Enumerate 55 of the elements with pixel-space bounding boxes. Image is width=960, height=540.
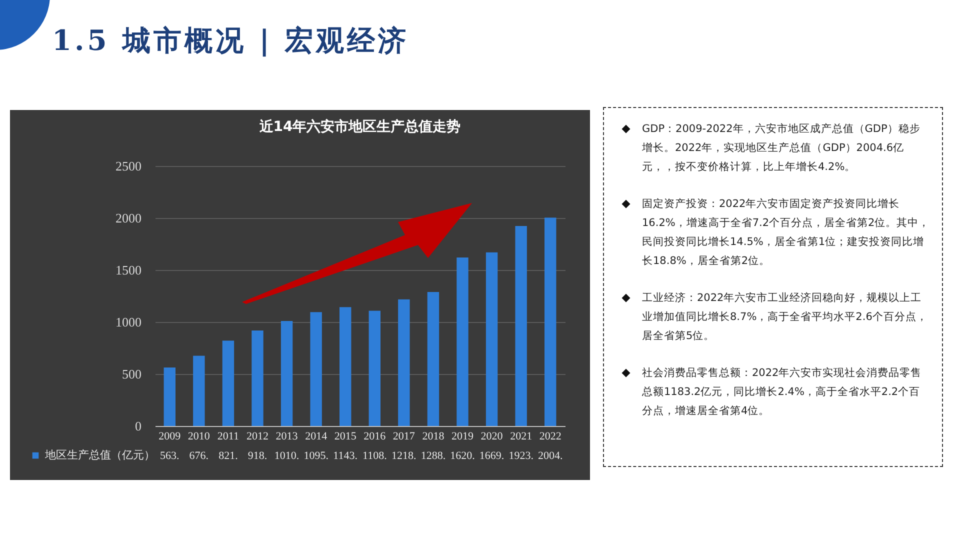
x-tick-label: 2015 (334, 430, 357, 442)
text: 社会消费品零售总额：2022年六安市实现社会消费品零售总额1183.2亿元，同比增长2.4%，高于全省水平2.2个百分点，增速居全省第4位。 (641, 366, 923, 419)
x-tick-label: 2013 (276, 430, 298, 442)
data-label: 1288. (420, 450, 446, 462)
data-label: 1669. (479, 450, 504, 462)
x-tick-label: 2022 (539, 430, 562, 442)
x-tick-label: 2011 (217, 430, 240, 442)
bar (340, 307, 352, 426)
x-tick-label: 2014 (305, 430, 328, 442)
bar (544, 218, 556, 426)
y-tick-label: 1500 (116, 262, 142, 278)
data-label: 1010. (274, 450, 300, 462)
y-tick-label: 1000 (116, 314, 142, 330)
data-label: 821. (218, 450, 238, 462)
legend-label: 地区生产总值（亿元） (44, 448, 155, 462)
x-tick-label: 2009 (158, 430, 182, 442)
x-tick-label: 2017 (392, 430, 416, 442)
data-label: 563. (160, 450, 180, 462)
bar (310, 312, 322, 426)
x-tick-label: 2019 (452, 430, 474, 442)
data-label: 2004. (538, 450, 563, 462)
text: 固定资产投资：2022年六安市固定资产投资同比增长16.2%，增速高于全省7.2个百分点，居全省第2位。其中，民间投资同比增长14.5%，居全省第1位；建安投资同比增长18.8%，居全省第2位。 (641, 197, 930, 269)
x-tick-label: 2020 (480, 430, 504, 442)
y-tick-label: 500 (122, 366, 142, 382)
data-label: 918. (248, 450, 268, 462)
bar (368, 310, 380, 426)
x-tick-label: 2012 (246, 430, 268, 442)
data-label: 676. (189, 450, 209, 462)
data-label: 1095. (304, 450, 329, 462)
y-tick-label: 2500 (116, 158, 142, 174)
data-label: 1143. (333, 450, 358, 462)
bar (398, 299, 410, 426)
data-label: 1620. (450, 450, 476, 462)
x-tick-label: 2018 (422, 430, 445, 442)
data-label: 1923. (508, 450, 534, 462)
text: 工业经济：2022年六安市工业经济回稳向好，规模以上工业增加值同比增长8.7%，高于全省平均水平2.6个百分点，居全省第5位。 (641, 291, 928, 344)
bar (456, 258, 468, 426)
bar (280, 320, 293, 426)
x-tick-label: 2021 (510, 430, 532, 442)
text: GDP：2009-2022年，六安市地区成产总值（GDP）稳步增长。2022年，实现地区生产总值（GDP）2004.6亿元，，按不变价格计算，比上年增长4.2%。 (641, 122, 922, 175)
bar (164, 367, 176, 426)
x-tick-label: 2010 (188, 430, 210, 442)
bar (427, 292, 440, 426)
bar (515, 226, 527, 426)
bar (252, 330, 264, 426)
data-label: 1108. (362, 450, 388, 462)
chart-title: 近14年六安市地区生产总值走势 (258, 118, 461, 135)
data-label: 1218. (392, 450, 417, 462)
y-tick-label: 0 (135, 418, 142, 434)
x-tick-label: 2016 (364, 430, 386, 442)
bar (486, 252, 498, 426)
y-tick-label: 2000 (116, 210, 142, 226)
text: 1.5 城市概况 | 宏观经济 (52, 23, 410, 59)
bar (222, 340, 234, 426)
bar (193, 356, 205, 426)
